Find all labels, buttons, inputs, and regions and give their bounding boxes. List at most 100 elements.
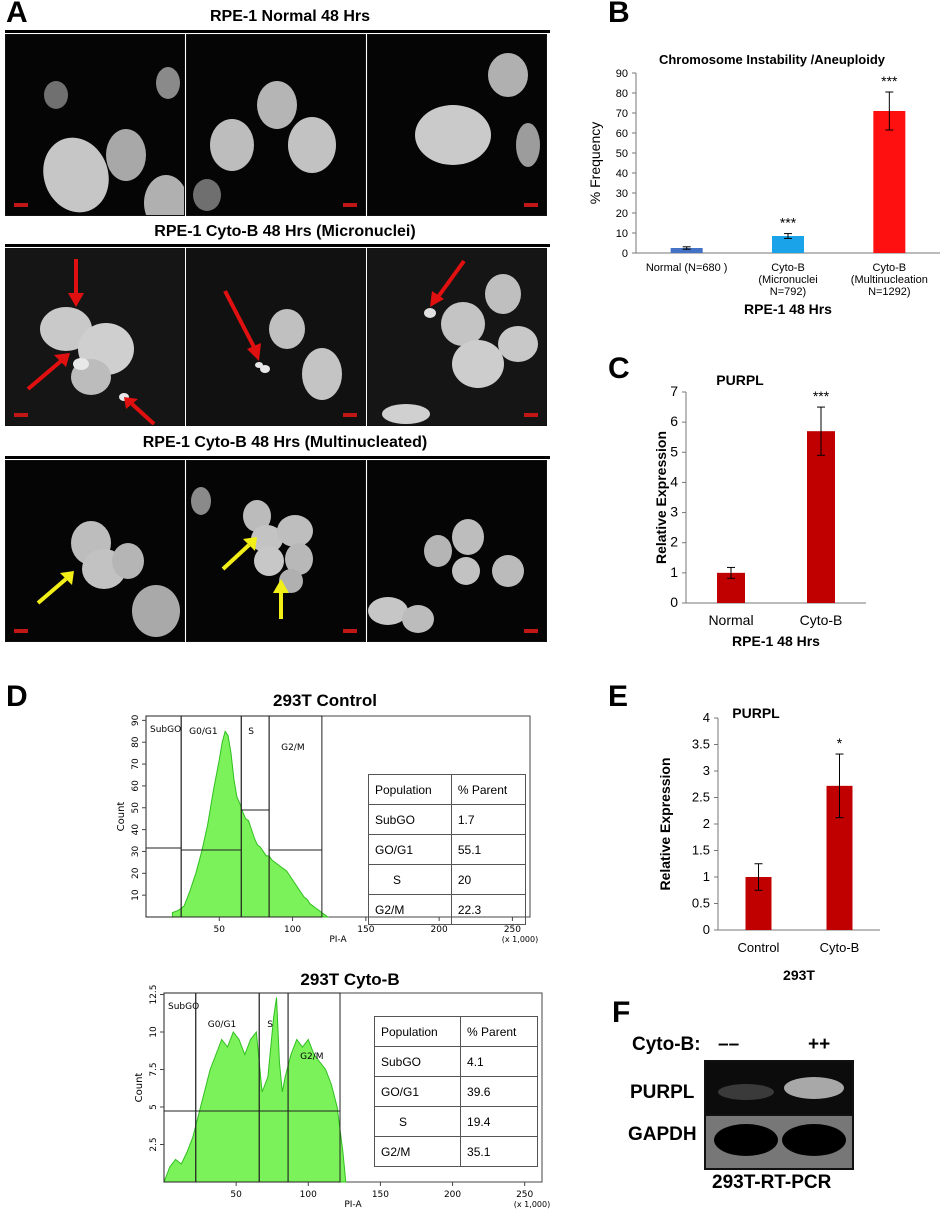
x-tick-label: 200	[431, 925, 448, 935]
y-tick-label: 7.5	[149, 1062, 159, 1076]
x-axis-unit: (x 1,000)	[502, 935, 538, 944]
y-axis-label: Count	[116, 802, 127, 832]
x-tick-label: 50	[230, 1190, 242, 1200]
table-cell: SubGO	[373, 1046, 462, 1077]
panel-label-f: F	[612, 996, 631, 1029]
x-tick-label: 100	[284, 925, 301, 935]
x-axis-label: 293T	[783, 967, 815, 983]
y-tick-label: 20	[616, 208, 628, 220]
y-tick-label: 3	[670, 504, 678, 520]
y-tick-label: 12.5	[149, 984, 159, 1004]
y-tick-label: 10	[149, 1026, 159, 1038]
y-tick-label: 0.5	[692, 896, 710, 911]
x-axis-unit: (x 1,000)	[514, 1200, 550, 1209]
micrograph-multinucleated-2	[186, 460, 366, 642]
x-tick-label: 200	[444, 1190, 461, 1200]
y-tick-label: 70	[616, 108, 628, 120]
x-tick-label: Control	[738, 940, 780, 955]
y-tick-label: 7	[670, 383, 678, 399]
bar	[670, 248, 703, 253]
table-cell: 20	[450, 864, 527, 895]
y-tick-label: 1.5	[692, 843, 710, 858]
bar	[772, 236, 804, 253]
y-tick-label: 80	[131, 736, 141, 748]
panel-a-row2-title: RPE-1 Cyto-B 48 Hrs (Micronuclei)	[154, 223, 416, 240]
gel-band-purpl-lane1	[718, 1084, 774, 1100]
y-tick-label: 90	[131, 714, 141, 726]
y-tick-label: 10	[131, 889, 141, 901]
histogram-d-control: 293T Control SubGO G0/G1 S G2/M 50 100 150 200 25…	[116, 691, 538, 945]
gel-band-gapdh-lane1	[714, 1124, 778, 1156]
gel-row-label-gapdh: GAPDH	[628, 1124, 697, 1145]
chart-title: 293T Cyto-B	[300, 970, 399, 989]
y-tick-label: 60	[616, 128, 628, 140]
scale-bar	[343, 203, 357, 207]
gate-label: G2/M	[281, 743, 305, 753]
y-tick-label: 1	[670, 564, 678, 580]
population-table-control: Population % Parent SubGO 1.7 GO/G1 55.1…	[368, 774, 527, 925]
x-tick-label: 150	[372, 1190, 389, 1200]
histogram-area	[163, 997, 347, 1183]
x-axis-label: PI-A	[329, 935, 347, 945]
table-cell: 4.1	[460, 1046, 538, 1077]
panel-label-e: E	[608, 680, 629, 713]
bar-chart-b: Chromosome Instability /Aneuploidy 0 10 20 3…	[0, 0, 948, 330]
x-tick-label: Cyto-B	[771, 262, 805, 274]
panel-label-a: A	[6, 0, 28, 29]
x-tick-label: Normal (N=680 )	[646, 262, 728, 274]
gel-band-purpl-lane2	[784, 1077, 844, 1099]
scale-bar	[524, 413, 538, 417]
population-table-cytob: Population % Parent SubGO 4.1 GO/G1 39.6…	[373, 1016, 538, 1167]
micrograph-micronuclei-2	[186, 248, 366, 426]
table-header-cell: % Parent	[450, 774, 527, 805]
table-cell: 1.7	[450, 804, 527, 835]
table-header-row: Population % Parent	[373, 1016, 538, 1047]
x-tick-label: Normal	[708, 612, 753, 628]
table-row: S 19.4	[373, 1106, 538, 1137]
y-tick-label: 40	[131, 824, 141, 836]
x-tick-label: N=1292)	[868, 286, 911, 298]
table-cell: S	[373, 1106, 462, 1137]
scale-bar	[343, 413, 357, 417]
gel-caption: 293T-RT-PCR	[712, 1172, 832, 1193]
x-tick-label: 250	[504, 925, 521, 935]
panel-label-b: B	[608, 0, 630, 29]
table-cell: 55.1	[450, 834, 527, 865]
significance-marker: *	[837, 735, 843, 751]
gel-row-label-purpl: PURPL	[630, 1082, 695, 1103]
x-tick-label: Cyto-B	[820, 940, 860, 955]
micrograph-normal-1	[5, 34, 185, 216]
micrograph-micronuclei-3	[367, 248, 547, 426]
x-axis-label: RPE-1 48 Hrs	[744, 301, 832, 317]
x-tick-label: 100	[300, 1190, 317, 1200]
y-tick-label: 2.5	[692, 790, 710, 805]
panel-a-row3-rule	[5, 456, 550, 459]
bar-chart-c: PURPL 0 1 2 3 4 5 6 7 Relative Expression Normal **…	[653, 372, 866, 649]
significance-marker: ***	[881, 73, 898, 89]
panel-a-row2-rule	[5, 244, 550, 247]
chart-title: Chromosome Instability /Aneuploidy	[659, 52, 886, 67]
panel-a-row1-title: RPE-1 Normal 48 Hrs	[209, 8, 371, 25]
gate-label: G2/M	[300, 1052, 324, 1062]
table-cell: G2/M	[373, 1136, 462, 1167]
x-tick-label: 150	[357, 925, 374, 935]
gel-gapdh-strip	[704, 1114, 854, 1170]
y-tick-label: 5	[670, 443, 678, 459]
scale-bar	[14, 629, 28, 633]
y-tick-label: 90	[616, 68, 628, 80]
table-cell: G2/M	[368, 894, 452, 925]
table-row: G2/M 35.1	[373, 1136, 538, 1167]
y-tick-label: 3	[703, 763, 710, 778]
y-tick-label: 2	[670, 534, 678, 550]
chart-title: 293T Control	[273, 691, 377, 710]
x-tick-label: (Multinucleation	[851, 274, 928, 286]
histogram-area	[171, 730, 330, 918]
chart-b-svg: Chromosome Instability /Aneuploidy 0 10 20 3…	[587, 52, 940, 317]
bar	[873, 111, 906, 253]
y-tick-label: 6	[670, 413, 678, 429]
y-tick-label: 4	[670, 473, 678, 489]
panel-label-d: D	[6, 680, 28, 713]
bar-chart-e: PURPL 0 0.5 1 1.5 2 2.5 3 3.5 4 Relative Expressio…	[657, 705, 880, 983]
panel-a-row1-rule	[5, 30, 550, 33]
